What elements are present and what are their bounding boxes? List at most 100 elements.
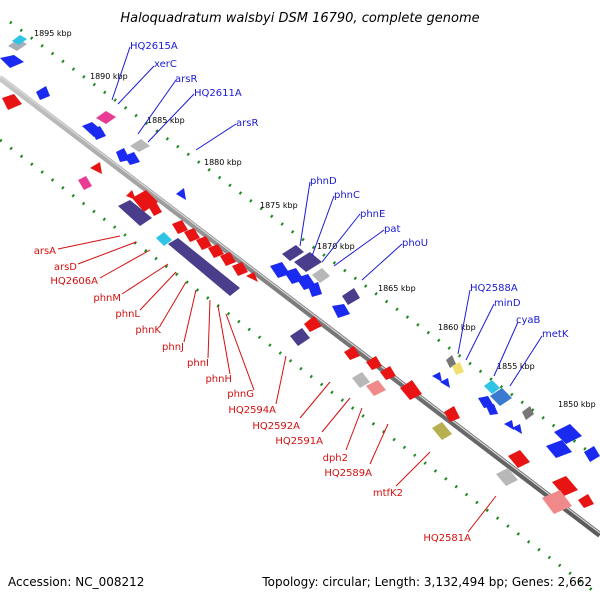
gene-arrow[interactable] (92, 126, 106, 140)
gene-label[interactable]: phnK (135, 325, 161, 336)
gene-label[interactable]: HQ2589A (324, 468, 372, 479)
gene-label[interactable]: phnE (360, 209, 385, 220)
gene-arrow[interactable] (504, 420, 514, 430)
leader-line (465, 303, 495, 361)
gene-arrow[interactable] (208, 244, 224, 258)
gene-arrow[interactable] (546, 440, 572, 458)
gene-arrow[interactable] (148, 202, 162, 216)
gene-label[interactable]: HQ2615A (130, 41, 178, 52)
gene-label[interactable]: phnI (187, 358, 209, 369)
gene-arrow[interactable] (440, 378, 450, 388)
gene-arrow[interactable] (366, 356, 382, 370)
gene-label[interactable]: cyaB (516, 315, 541, 326)
gene-label[interactable]: HQ2611A (194, 88, 242, 99)
gene-label[interactable]: minD (494, 298, 521, 309)
gene-arrow[interactable] (342, 288, 360, 305)
gene-arrow[interactable] (496, 468, 518, 486)
gene-arrow[interactable] (484, 380, 500, 394)
gene-arrow[interactable] (432, 422, 452, 440)
gene-arrow[interactable] (232, 262, 248, 276)
gene-arrow[interactable] (184, 228, 200, 242)
gene-arrow[interactable] (0, 55, 24, 68)
gene-arrow[interactable] (522, 406, 534, 420)
gene-label[interactable]: pat (384, 224, 400, 235)
gene-arrow[interactable] (2, 94, 22, 110)
gene-arrow[interactable] (176, 188, 186, 200)
gene-arrow[interactable] (552, 476, 578, 496)
gene-arrow[interactable] (446, 355, 456, 368)
gene-arrow[interactable] (96, 111, 116, 124)
gene-arrow[interactable] (554, 424, 582, 444)
leader-line (321, 213, 361, 263)
gene-label[interactable]: arsD (54, 262, 77, 273)
gene-label[interactable]: phnD (310, 176, 337, 187)
gene-arrow[interactable] (78, 176, 92, 190)
gene-label[interactable]: phnG (227, 389, 254, 400)
gene-arrow[interactable] (282, 245, 304, 261)
gene-label[interactable]: phnJ (162, 342, 184, 353)
gene-label[interactable]: dph2 (323, 453, 348, 464)
gene-arrow[interactable] (290, 328, 310, 346)
gene-arrow[interactable] (270, 262, 290, 278)
gene-arrow[interactable] (118, 200, 152, 226)
leader-line (183, 289, 197, 343)
gene-arrow[interactable] (444, 406, 460, 422)
gene-label[interactable]: phnC (334, 190, 360, 201)
gene-label[interactable]: arsR (175, 74, 197, 85)
leader-line (369, 423, 389, 465)
gene-label[interactable]: arsA (34, 246, 56, 257)
gene-arrow[interactable] (220, 252, 236, 266)
gene-label[interactable]: HQ2594A (228, 405, 276, 416)
gene-label[interactable]: phnM (93, 293, 121, 304)
gene-arrow[interactable] (486, 404, 498, 415)
leader-line (361, 243, 403, 281)
gene-arrow[interactable] (12, 35, 27, 45)
gene-arrow[interactable] (432, 372, 442, 382)
gene-arrow[interactable] (508, 450, 530, 468)
gene-label[interactable]: phnH (205, 374, 232, 385)
leader-line (139, 271, 177, 311)
leader-line (467, 495, 497, 533)
gene-arrow[interactable] (172, 220, 188, 234)
gene-arrow[interactable] (542, 490, 572, 514)
gene-label[interactable]: mtfK2 (373, 488, 403, 499)
gene-arrow[interactable] (366, 380, 386, 396)
gene-arrow[interactable] (156, 232, 172, 246)
gene-arrow[interactable] (332, 304, 350, 318)
gene-arrow[interactable] (304, 316, 322, 332)
gene-arrow[interactable] (246, 272, 258, 282)
leader-line (457, 289, 471, 355)
gene-label[interactable]: arsR (236, 118, 258, 129)
gene-arrow[interactable] (584, 446, 600, 462)
forward-label-leaders (111, 46, 543, 387)
gene-label[interactable]: HQ2581A (423, 533, 471, 544)
gene-label[interactable]: phnL (115, 309, 140, 320)
gene-label[interactable]: HQ2588A (470, 283, 518, 294)
gene-arrow[interactable] (168, 238, 240, 296)
genome-summary-text: Topology: circular; Length: 3,132,494 bp… (261, 575, 592, 589)
gene-arrow[interactable] (90, 162, 102, 174)
gene-arrow[interactable] (452, 362, 464, 375)
gene-label[interactable]: HQ2591A (275, 436, 323, 447)
gene-arrow[interactable] (308, 282, 322, 297)
leader-line (299, 181, 311, 247)
gene-label[interactable]: metK (542, 329, 569, 340)
gene-arrow[interactable] (344, 346, 360, 360)
gene-label[interactable]: HQ2606A (50, 276, 98, 287)
gene-arrow[interactable] (400, 380, 422, 400)
map-title: Haloquadratum walsbyi DSM 16790, complet… (120, 11, 479, 26)
gene-arrow[interactable] (294, 252, 322, 272)
gene-arrow[interactable] (490, 388, 512, 406)
gene-arrow[interactable] (512, 424, 522, 434)
gene-label[interactable]: HQ2592A (252, 421, 300, 432)
gene-arrow[interactable] (196, 236, 212, 250)
gene-arrow[interactable] (36, 86, 50, 100)
gene-arrow[interactable] (352, 372, 370, 388)
gene-arrow[interactable] (380, 366, 396, 380)
gene-label[interactable]: phoU (402, 238, 428, 249)
gene-arrow[interactable] (578, 494, 594, 508)
gene-arrow[interactable] (312, 268, 330, 283)
gene-arrow[interactable] (124, 152, 140, 165)
gene-label[interactable]: xerC (154, 59, 177, 70)
gene-arrow[interactable] (130, 139, 150, 152)
